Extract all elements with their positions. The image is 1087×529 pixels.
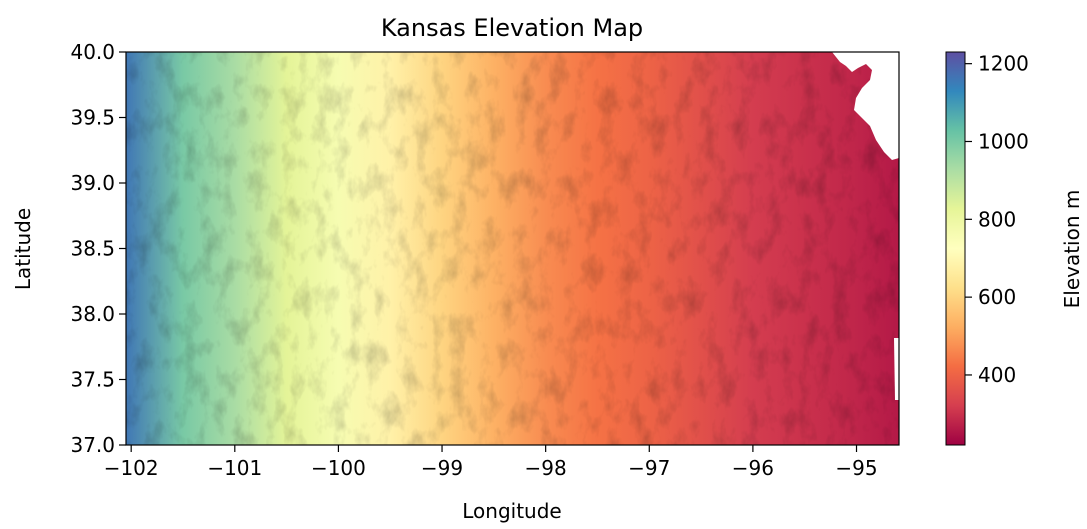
colorbar-tick-label: 1000 bbox=[978, 129, 1029, 153]
colorbar-tick-label: 400 bbox=[978, 363, 1016, 387]
y-axis-label: Latitude bbox=[11, 208, 35, 290]
x-axis-ticks: −102 −101 −100 −99 −98 −97 −96 −95 bbox=[104, 445, 878, 480]
no-data-region bbox=[832, 52, 899, 160]
x-tick-label: −97 bbox=[628, 456, 670, 480]
y-axis-ticks: 37.0 37.5 38.0 38.5 39.0 39.5 40.0 bbox=[70, 40, 126, 457]
x-tick-label: −96 bbox=[732, 456, 774, 480]
x-tick-label: −99 bbox=[421, 456, 463, 480]
x-tick-label: −95 bbox=[835, 456, 877, 480]
y-tick-label: 39.0 bbox=[70, 171, 115, 195]
x-tick-label: −102 bbox=[104, 456, 159, 480]
y-tick-label: 37.5 bbox=[70, 368, 115, 392]
no-data-region-east-edge bbox=[894, 338, 899, 400]
x-axis-label: Longitude bbox=[462, 499, 561, 523]
y-tick-label: 38.0 bbox=[70, 302, 115, 326]
x-tick-label: −100 bbox=[311, 456, 366, 480]
terrain-texture bbox=[126, 52, 899, 445]
colorbar-tick-label: 600 bbox=[978, 285, 1016, 309]
y-tick-label: 37.0 bbox=[70, 433, 115, 457]
colorbar-tick-label: 800 bbox=[978, 207, 1016, 231]
colorbar bbox=[945, 51, 966, 446]
x-tick-label: −101 bbox=[207, 456, 262, 480]
chart-title: Kansas Elevation Map bbox=[381, 14, 643, 42]
y-tick-label: 39.5 bbox=[70, 106, 115, 130]
elevation-raster bbox=[126, 52, 899, 445]
colorbar-tick-label: 1200 bbox=[978, 52, 1029, 76]
y-tick-label: 38.5 bbox=[70, 237, 115, 261]
colorbar-ticks: 400 600 800 1000 1200 bbox=[965, 52, 1029, 387]
x-tick-label: −98 bbox=[525, 456, 567, 480]
y-tick-label: 40.0 bbox=[70, 40, 115, 64]
colorbar-label: Elevation m bbox=[1060, 190, 1084, 309]
